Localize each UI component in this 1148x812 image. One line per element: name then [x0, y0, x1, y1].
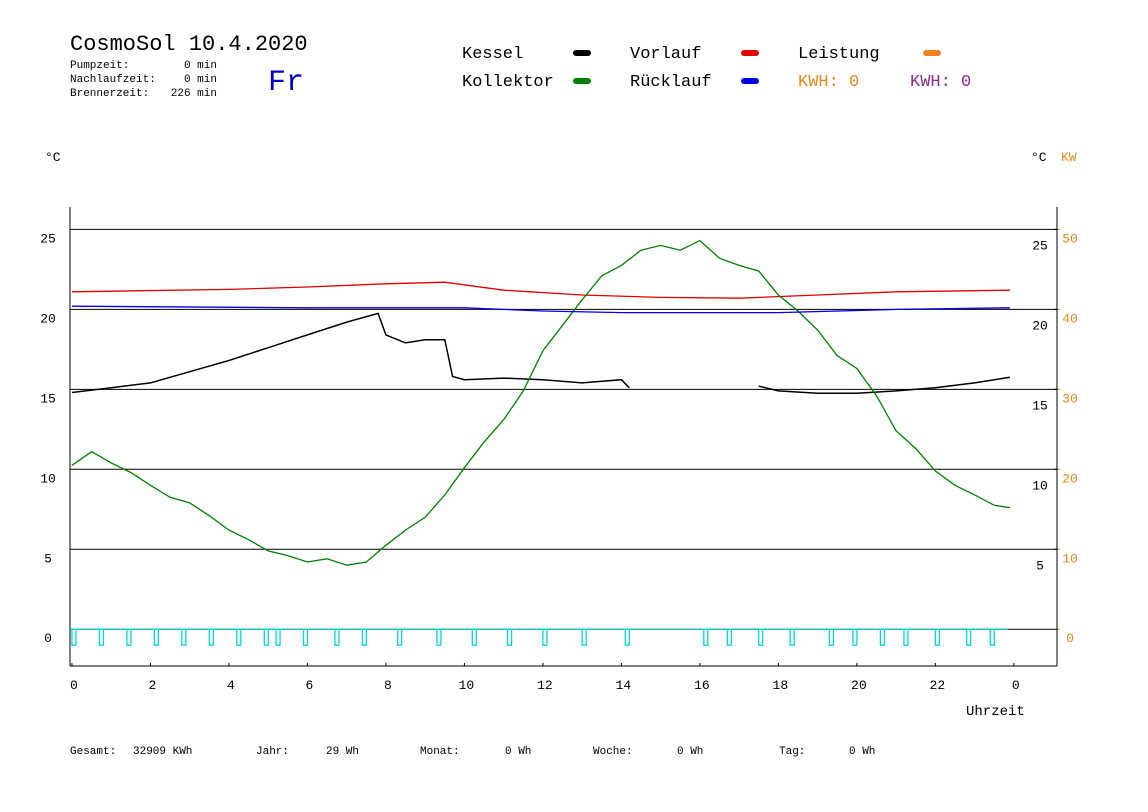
- day: Fr: [268, 66, 304, 100]
- footer-label: Monat:: [420, 746, 460, 758]
- pump-pulse: [98, 628, 105, 646]
- y-unit: °C: [45, 150, 61, 165]
- legend-label: Kessel: [462, 45, 523, 64]
- y-tick-label: 25: [40, 231, 56, 246]
- y2-unit: KW: [1061, 150, 1077, 165]
- pump-pulse: [879, 628, 886, 646]
- x-tick-label: 6: [306, 678, 314, 693]
- series-line: [71, 239, 1010, 566]
- pump-pulse: [903, 628, 909, 646]
- pump-pulse: [153, 628, 160, 646]
- pump-pulse: [275, 628, 281, 646]
- pump-pulse: [236, 628, 242, 646]
- stat-label: Pumpzeit:: [70, 60, 129, 72]
- pump-pulse: [726, 628, 732, 646]
- series-line: [71, 281, 1010, 299]
- pump-pulse: [852, 628, 858, 646]
- footer-value: 0 Wh: [677, 746, 703, 758]
- pump-pulse: [334, 628, 340, 646]
- y-tick-label: 5: [44, 551, 52, 566]
- y-tick-label: 10: [40, 471, 56, 486]
- y-right-tick-label: 10: [1032, 478, 1048, 493]
- footer-value: 0 Wh: [505, 746, 531, 758]
- y2-tick-label: 30: [1062, 391, 1078, 406]
- y2-tick-label: 40: [1062, 311, 1078, 326]
- x-tick-label: 12: [537, 678, 553, 693]
- pump-pulse: [934, 628, 940, 646]
- y-tick-label: 20: [40, 311, 56, 326]
- pump-pulse: [436, 628, 442, 646]
- y2-tick-label: 0: [1066, 631, 1074, 646]
- y-right-tick-label: 5: [1036, 558, 1044, 573]
- y-right-tick-label: 15: [1032, 398, 1048, 413]
- x-tick-label: 18: [773, 678, 789, 693]
- pump-pulse: [361, 628, 368, 646]
- y2-tick-label: 10: [1062, 551, 1078, 566]
- x-tick-label: 2: [149, 678, 157, 693]
- pump-pulse: [624, 628, 630, 646]
- pump-pulse: [181, 628, 187, 646]
- pump-pulse: [789, 628, 795, 646]
- pump-pulse: [471, 628, 477, 646]
- pump-pulse: [758, 628, 764, 646]
- x-tick-label: 0: [1012, 678, 1020, 693]
- y-right-tick-label: 25: [1032, 238, 1048, 253]
- x-tick-label: 22: [930, 678, 946, 693]
- footer-label: Jahr:: [256, 746, 289, 758]
- pump-pulse: [542, 628, 548, 646]
- x-tick-label: 16: [694, 678, 710, 693]
- footer-label: Gesamt:: [70, 746, 116, 758]
- kwh-label: KWH: 0: [798, 73, 859, 92]
- pump-pulse: [263, 628, 269, 646]
- footer-label: Woche:: [593, 746, 633, 758]
- pump-pulse: [506, 628, 513, 646]
- y-right-tick-label: 20: [1032, 318, 1048, 333]
- pump-pulse: [397, 628, 403, 646]
- pump-pulse: [828, 628, 835, 646]
- pump-pulse: [966, 628, 972, 646]
- y-tick-label: 15: [40, 391, 56, 406]
- footer-label: Tag:: [779, 746, 805, 758]
- legend-label: Vorlauf: [630, 45, 701, 64]
- x-tick-label: 10: [459, 678, 475, 693]
- legend-label: Leistung: [798, 45, 880, 64]
- pump-pulse: [302, 628, 309, 646]
- footer-value: 0 Wh: [849, 746, 875, 758]
- x-tick-label: 4: [227, 678, 235, 693]
- stat-value: 226 min: [171, 88, 217, 100]
- x-tick-label: 14: [616, 678, 632, 693]
- x-tick-label: 8: [384, 678, 392, 693]
- pump-pulse: [71, 628, 77, 646]
- y2-tick-label: 50: [1062, 231, 1078, 246]
- pump-pulse: [126, 628, 132, 646]
- stat-value: 0 min: [184, 60, 217, 72]
- kwh-label: KWH: 0: [910, 73, 971, 92]
- y-tick-label: 0: [44, 631, 52, 646]
- x-tick-label: 20: [851, 678, 867, 693]
- stat-value: 0 min: [184, 74, 217, 86]
- legend-label: Kollektor: [462, 73, 554, 92]
- pump-pulse: [989, 628, 995, 646]
- x-axis-label: Uhrzeit: [966, 704, 1025, 720]
- series-line: [71, 312, 1011, 395]
- y-unit-right: °C: [1031, 150, 1047, 165]
- pump-pulse: [581, 628, 587, 646]
- y2-tick-label: 20: [1062, 471, 1078, 486]
- stat-label: Brennerzeit:: [70, 88, 149, 100]
- x-tick-label: 0: [70, 678, 78, 693]
- series-line: [71, 305, 1010, 314]
- footer-value: 29 Wh: [326, 746, 359, 758]
- legend-label: Rücklauf: [630, 73, 712, 92]
- pump-pulse: [703, 628, 709, 646]
- pump-pulse: [208, 628, 214, 646]
- stat-label: Nachlaufzeit:: [70, 74, 156, 86]
- footer-value: 32909 KWh: [133, 746, 192, 758]
- chart-title: CosmoSol 10.4.2020: [70, 32, 308, 57]
